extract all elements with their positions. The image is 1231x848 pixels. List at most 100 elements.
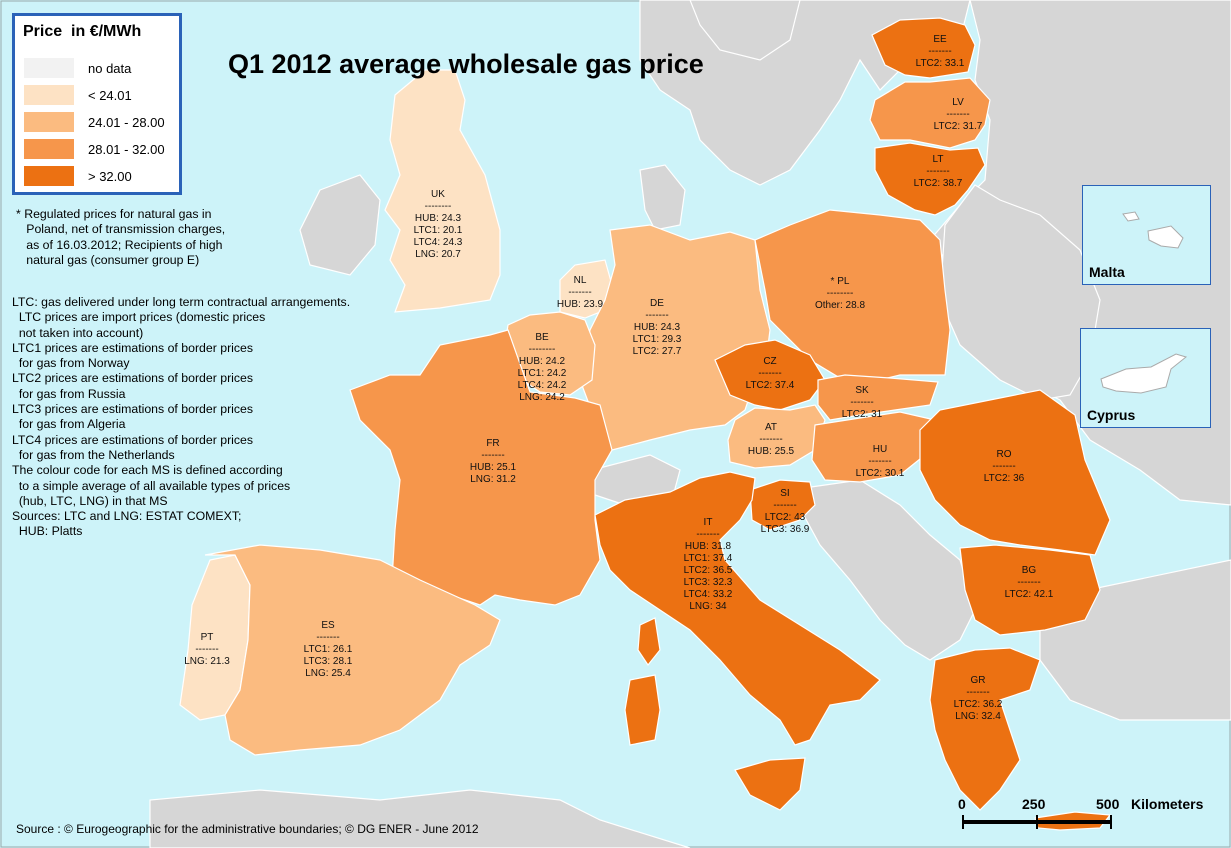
note-line: LTC4 prices are estimations of border pr… bbox=[12, 432, 254, 447]
country-label-line: ------- bbox=[758, 368, 781, 379]
country-label-line: ------- bbox=[850, 397, 873, 408]
country-label-line: AT bbox=[765, 422, 777, 433]
sicily bbox=[734, 757, 806, 811]
note-line: for gas from the Netherlands bbox=[12, 447, 175, 462]
country-label-line: LNG: 21.3 bbox=[184, 656, 230, 667]
label-be: BE --------HUB: 24.2 LTC1: 24.2 LTC4: 24.2 L… bbox=[518, 332, 567, 403]
malta-island bbox=[1122, 211, 1184, 249]
country-label-line: HUB: 24.2 bbox=[519, 356, 566, 367]
country-label-line: ------- bbox=[696, 529, 719, 540]
country-label-line: LV bbox=[952, 97, 964, 108]
legend-item: 28.01 - 32.00 bbox=[24, 139, 180, 161]
country-label-line: LTC2: 43 bbox=[765, 512, 806, 523]
cyprus-island bbox=[1100, 353, 1188, 394]
country-label-line: LNG: 34 bbox=[689, 601, 727, 612]
country-label-line: LNG: 24.2 bbox=[519, 392, 565, 403]
inset-cyprus-label: Cyprus bbox=[1087, 407, 1136, 423]
country-label-line: EE bbox=[933, 34, 947, 45]
legend-label: < 24.01 bbox=[88, 88, 132, 103]
country-label-line: LTC2: 31 bbox=[842, 409, 883, 420]
label-lt: LT -------LTC2: 38.7 bbox=[914, 154, 963, 189]
note-line: for gas from Algeria bbox=[12, 417, 126, 432]
label-uk: UK --------HUB: 24.3 LTC1: 20.1 LTC4: 24.3 L… bbox=[414, 189, 463, 260]
label-it: IT -------HUB: 31.8 LTC1: 37.4 LTC2: 36.5 LT… bbox=[684, 517, 733, 612]
footnote: * Regulated prices for natural gas in Po… bbox=[16, 207, 225, 268]
legend-swatch bbox=[24, 166, 74, 186]
legend-label: 28.01 - 32.00 bbox=[88, 142, 165, 157]
country-label-line: HUB: 25.1 bbox=[470, 462, 517, 473]
label-cz: CZ -------LTC2: 37.4 bbox=[746, 356, 795, 391]
country-label-line: LTC4: 24.3 bbox=[414, 237, 463, 248]
note-line: LTC2 prices are estimations of border pr… bbox=[12, 371, 254, 386]
country-label-line: NL bbox=[574, 275, 587, 286]
country-label-line: HUB: 25.5 bbox=[748, 446, 795, 457]
country-label-line: HU bbox=[873, 444, 887, 455]
label-bg: BG -------LTC2: 42.1 bbox=[1005, 565, 1054, 600]
country-label-line: LTC4: 24.2 bbox=[518, 380, 567, 391]
note-line: LTC prices are import prices (domestic p… bbox=[12, 310, 266, 325]
label-pl: * PL --------Other: 28.8 bbox=[815, 276, 865, 311]
country-hu bbox=[811, 411, 936, 483]
country-label-line: LNG: 25.4 bbox=[305, 668, 351, 679]
map-title: Q1 2012 average wholesale gas price bbox=[228, 49, 704, 79]
note-line: for gas from Norway bbox=[12, 356, 130, 371]
label-es: ES -------LTC1: 26.1 LTC3: 28.1 LNG: 25.4 bbox=[304, 620, 353, 679]
country-label-line: LTC1: 29.3 bbox=[633, 334, 682, 345]
country-label-line: GR bbox=[971, 675, 986, 686]
country-label-line: UK bbox=[431, 189, 445, 200]
label-ee: EE -------LTC2: 33.1 bbox=[916, 34, 965, 69]
footnote-line: * Regulated prices for natural gas in bbox=[16, 207, 212, 221]
footnote-line: as of 16.03.2012; Recipients of high bbox=[16, 237, 223, 252]
greenland-iceland bbox=[689, 0, 801, 61]
label-gr: GR -------LTC2: 36.2 LNG: 32.4 bbox=[954, 675, 1003, 722]
country-label-line: ES bbox=[321, 620, 335, 631]
country-it bbox=[594, 471, 881, 746]
note-line: LTC3 prices are estimations of border pr… bbox=[12, 402, 254, 417]
scale-bar-tick bbox=[1110, 815, 1112, 829]
country-label-line: BE bbox=[535, 332, 549, 343]
label-fr: FR -------HUB: 25.1 LNG: 31.2 bbox=[470, 438, 517, 485]
inset-cyprus: Cyprus bbox=[1080, 328, 1211, 428]
country-si bbox=[749, 479, 816, 531]
source-credit: Source : © Eurogeographic for the admini… bbox=[16, 822, 479, 836]
country-label-line: LTC2: 42.1 bbox=[1005, 589, 1054, 600]
scale-unit: Kilometers bbox=[1131, 796, 1204, 812]
country-label-line: HUB: 31.8 bbox=[685, 541, 732, 552]
country-label-line: LTC2: 37.4 bbox=[746, 380, 795, 391]
country-label-line: CZ bbox=[763, 356, 776, 367]
legend-item: no data bbox=[24, 58, 180, 80]
label-nl: NL -------HUB: 23.9 bbox=[557, 275, 604, 310]
legend-label: > 32.00 bbox=[88, 169, 132, 184]
country-label-line: DE bbox=[650, 298, 664, 309]
ireland bbox=[299, 174, 381, 276]
country-label-line: LTC1: 37.4 bbox=[684, 553, 733, 564]
legend-label: no data bbox=[88, 61, 132, 76]
country-label-line: ------- bbox=[966, 687, 989, 698]
country-label-line: SI bbox=[780, 488, 789, 499]
country-label-line: LTC2: 36 bbox=[984, 473, 1025, 484]
note-line: LTC: gas delivered under long term contr… bbox=[12, 295, 351, 309]
country-label-line: LTC4: 33.2 bbox=[684, 589, 733, 600]
label-at: AT -------HUB: 25.5 bbox=[748, 422, 795, 457]
inset-malta: Malta bbox=[1082, 185, 1211, 285]
country-label-line: LNG: 20.7 bbox=[415, 249, 461, 260]
note-line: LTC1 prices are estimations of border pr… bbox=[12, 340, 254, 355]
country-label-line: LTC2: 27.7 bbox=[633, 346, 682, 357]
country-label-line: ------- bbox=[868, 456, 891, 467]
country-label-line: ------- bbox=[946, 109, 969, 120]
legend-item: > 32.00 bbox=[24, 166, 180, 188]
label-sk: SK -------LTC2: 31 bbox=[842, 385, 883, 420]
country-label-line: LTC2: 30.1 bbox=[856, 468, 905, 479]
country-label-line: ------- bbox=[481, 450, 504, 461]
legend-swatch bbox=[24, 112, 74, 132]
country-label-line: LTC2: 33.1 bbox=[916, 58, 965, 69]
legend-swatch bbox=[24, 58, 74, 78]
sardinia bbox=[624, 674, 661, 746]
legend-label: 24.01 - 28.00 bbox=[88, 115, 165, 130]
scale-bar-tick bbox=[962, 815, 964, 829]
inset-malta-label: Malta bbox=[1089, 264, 1125, 280]
country-label-line: LTC3: 36.9 bbox=[761, 524, 810, 535]
country-fr bbox=[349, 329, 613, 606]
country-label-line: LTC1: 24.2 bbox=[518, 368, 567, 379]
country-ro bbox=[919, 389, 1111, 556]
